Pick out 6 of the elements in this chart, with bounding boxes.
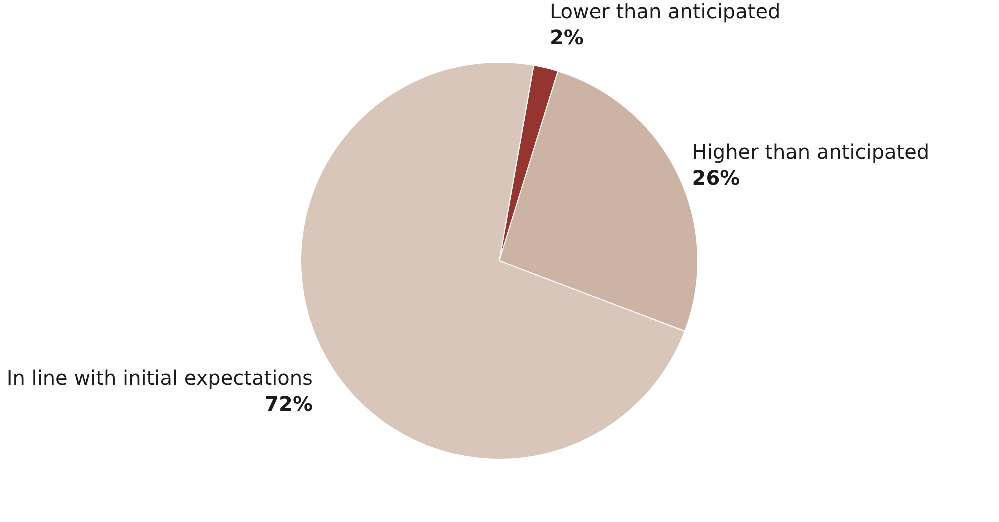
slice-label: Higher than anticipated: [692, 140, 930, 164]
data-label: 26%: [692, 166, 740, 190]
data-label: 72%: [265, 392, 313, 416]
slice-label: In line with initial expectations: [6, 366, 313, 390]
slice-label: Lower than anticipated: [550, 0, 781, 24]
data-label: 2%: [550, 26, 584, 50]
